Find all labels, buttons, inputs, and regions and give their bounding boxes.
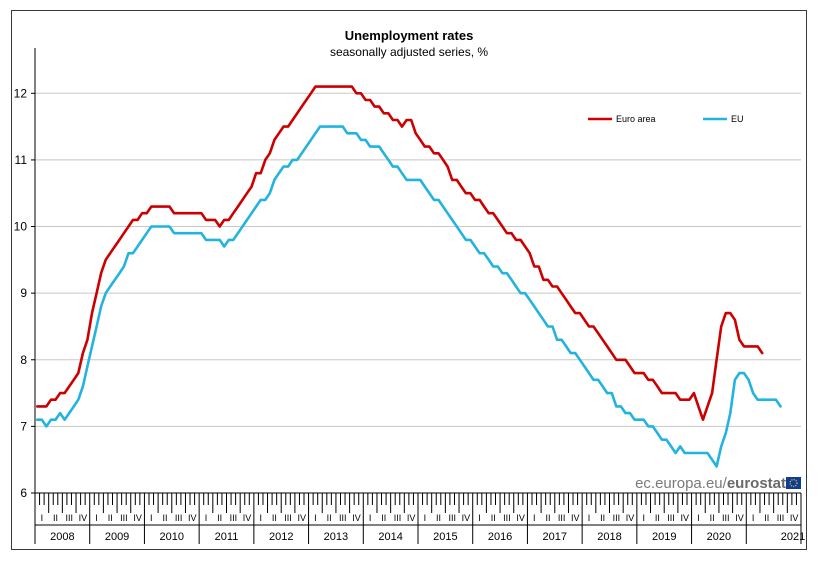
quarter-tick-label: II <box>655 513 660 523</box>
quarter-tick-label: IV <box>790 513 799 523</box>
y-tick-label: 6 <box>20 486 27 500</box>
quarter-tick-label: III <box>503 513 511 523</box>
quarter-tick-label: II <box>162 513 167 523</box>
quarter-tick-label: III <box>230 513 238 523</box>
quarter-tick-label: IV <box>516 513 525 523</box>
quarter-tick-label: IV <box>735 513 744 523</box>
watermark-brand: eurostat <box>727 475 786 492</box>
quarter-tick-label: IV <box>133 513 142 523</box>
year-label: 2018 <box>597 531 621 543</box>
quarter-tick-label: II <box>600 513 605 523</box>
year-label: 2013 <box>324 531 348 543</box>
quarter-tick-label: II <box>491 513 496 523</box>
legend-label-eu: EU <box>731 114 744 124</box>
year-label: 2010 <box>160 531 184 543</box>
y-tick-label: 9 <box>20 286 27 300</box>
eu-flag-icon <box>786 477 801 489</box>
series-line-eu <box>35 125 782 468</box>
quarter-tick-label: II <box>764 513 769 523</box>
quarter-tick-label: III <box>448 513 456 523</box>
chart-subtitle: seasonally adjusted series, % <box>330 45 488 59</box>
quarter-tick-label: I <box>150 513 153 523</box>
year-label: 2016 <box>488 531 512 543</box>
quarter-tick-label: IV <box>462 513 471 523</box>
year-label: 2008 <box>50 531 74 543</box>
quarter-tick-label: II <box>327 513 332 523</box>
quarter-tick-label: II <box>108 513 113 523</box>
year-label: 2011 <box>215 531 239 543</box>
quarter-tick-label: III <box>65 513 73 523</box>
quarter-tick-label: III <box>120 513 128 523</box>
chart-frame <box>11 10 807 550</box>
quarter-tick-label: IV <box>407 513 416 523</box>
quarter-tick-label: III <box>558 513 566 523</box>
year-label: 2012 <box>269 531 293 543</box>
quarter-tick-label: I <box>588 513 591 523</box>
quarter-tick-label: IV <box>188 513 197 523</box>
series-lines <box>35 85 782 468</box>
quarter-tick-label: II <box>710 513 715 523</box>
quarter-tick-label: IV <box>352 513 361 523</box>
y-tick-label: 8 <box>20 353 27 367</box>
y-axis: 6 7 8 9 10 11 12 <box>14 48 36 500</box>
quarter-tick-label: I <box>314 513 317 523</box>
quarter-tick-label: II <box>53 513 58 523</box>
quarter-tick-label: IV <box>243 513 252 523</box>
quarter-tick-label: II <box>217 513 222 523</box>
quarter-tick-label: I <box>697 513 700 523</box>
quarter-tick-label: II <box>436 513 441 523</box>
quarter-tick-label: III <box>722 513 730 523</box>
quarter-tick-label: I <box>369 513 372 523</box>
quarter-tick-label: IV <box>680 513 689 523</box>
quarter-tick-label: I <box>642 513 645 523</box>
year-label: 2015 <box>433 531 457 543</box>
quarter-tick-label: IV <box>571 513 580 523</box>
legend: Euro area EU <box>588 114 744 124</box>
quarter-tick-label: I <box>41 513 44 523</box>
year-label: 2017 <box>543 531 567 543</box>
quarter-tick-label: III <box>777 513 785 523</box>
quarter-tick-label: II <box>381 513 386 523</box>
x-axis: I II III IV I II III IV I II III IV I II III IV I II III IV… <box>34 492 805 544</box>
quarter-tick-label: II <box>272 513 277 523</box>
quarter-tick-label: I <box>259 513 262 523</box>
chart-title: Unemployment rates <box>345 28 474 43</box>
year-label: 2021 <box>781 531 805 543</box>
watermark-site: ec.europa.eu/ <box>635 475 728 492</box>
year-label: 2009 <box>105 531 129 543</box>
series-line-euro-area <box>35 85 764 422</box>
quarter-tick-label: IV <box>297 513 306 523</box>
quarter-tick-label: I <box>205 513 208 523</box>
quarter-tick-label: I <box>95 513 98 523</box>
quarter-tick-label: III <box>339 513 347 523</box>
y-tick-label: 7 <box>20 419 27 433</box>
y-tick-label: 10 <box>14 220 28 234</box>
quarter-tick-label: I <box>424 513 427 523</box>
quarter-tick-label: IV <box>626 513 635 523</box>
year-label: 2019 <box>652 531 676 543</box>
quarter-tick-label: III <box>613 513 621 523</box>
quarter-tick-label: III <box>667 513 675 523</box>
quarter-tick-label: I <box>752 513 755 523</box>
year-label: 2020 <box>707 531 731 543</box>
year-label: 2014 <box>378 531 402 543</box>
quarter-tick-label: III <box>175 513 183 523</box>
quarter-tick-label: I <box>533 513 536 523</box>
quarter-tick-label: IV <box>79 513 88 523</box>
y-tick-label: 12 <box>14 86 28 100</box>
quarter-tick-label: III <box>394 513 402 523</box>
legend-label-euro-area: Euro area <box>616 114 656 124</box>
quarter-tick-label: III <box>284 513 292 523</box>
y-tick-label: 11 <box>15 153 28 167</box>
watermark: ec.europa.eu/eurostat <box>635 475 786 492</box>
quarter-tick-label: I <box>478 513 481 523</box>
grid <box>35 92 801 427</box>
quarter-tick-label: II <box>545 513 550 523</box>
